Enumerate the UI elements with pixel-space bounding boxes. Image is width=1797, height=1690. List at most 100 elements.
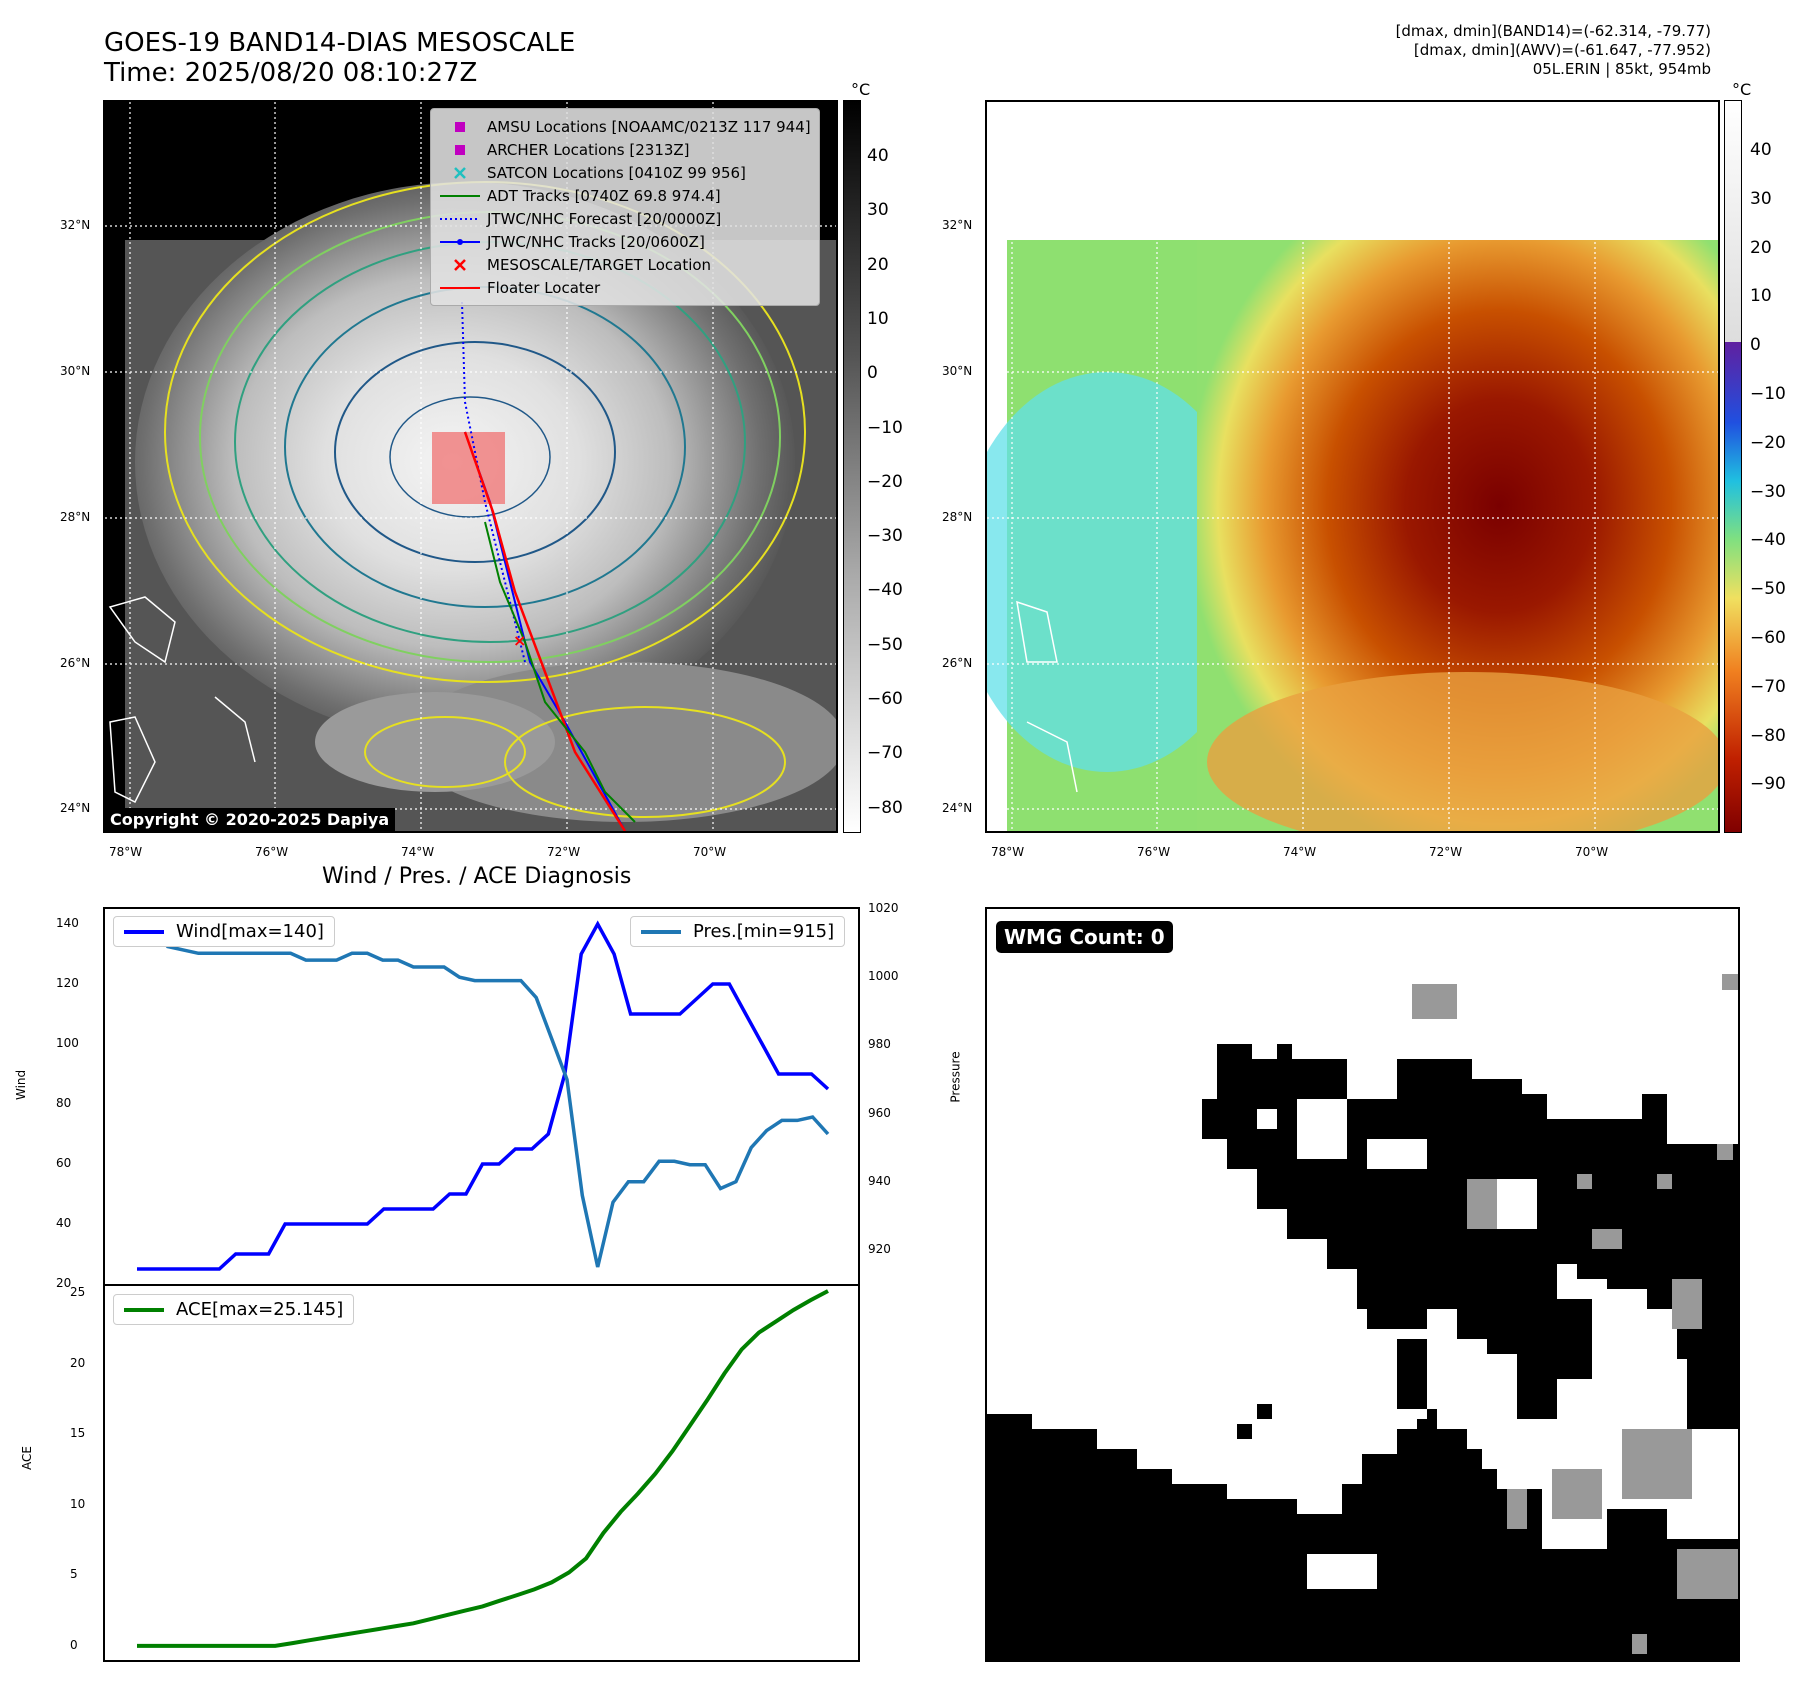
lon-tick-72: 72°W: [547, 845, 581, 859]
colorbar-tick: −20: [867, 471, 903, 492]
series-line: [137, 924, 830, 1268]
colorbar-tick: −30: [867, 526, 903, 547]
legend-item-amsu: AMSU Locations [NOAAMC/0213Z 117 944]: [439, 115, 811, 138]
lon-tick-72-right: 72°W: [1429, 845, 1463, 859]
copyright-label: Copyright © 2020-2025 Dapiya: [104, 808, 396, 831]
legend-item-forecast: JTWC/NHC Forecast [20/0000Z]: [439, 207, 811, 230]
lon-tick-76-right: 76°W: [1137, 845, 1171, 859]
colorbar-tick: −70: [867, 743, 903, 764]
wind-axis-label: Wind: [14, 1069, 28, 1100]
colorbar-tick: −10: [1750, 384, 1786, 404]
y-tick-label: 960: [868, 1105, 891, 1120]
y-tick-label: 20: [70, 1355, 86, 1370]
legend-item-satcon: SATCON Locations [0410Z 99 956]: [439, 161, 811, 184]
lat-tick-28: 28°N: [60, 510, 91, 524]
y-tick-label: 1020: [868, 901, 899, 915]
map-legend: AMSU Locations [NOAAMC/0213Z 117 944] AR…: [430, 108, 820, 306]
y-tick-label: 980: [868, 1037, 891, 1052]
lon-tick-74: 74°W: [401, 845, 435, 859]
colorbar-tick: −50: [867, 634, 903, 655]
colorbar-tick: −40: [1750, 530, 1786, 551]
y-tick-label: 940: [868, 1173, 891, 1188]
gray-colorbar: [843, 100, 861, 833]
lat-tick-24-right: 24°N: [942, 801, 973, 815]
legend-item-archer: ARCHER Locations [2313Z]: [439, 138, 811, 161]
info-line-1: [dmax, dmin](BAND14)=(-62.314, -79.77): [1395, 22, 1711, 40]
svg-text:×: ×: [513, 631, 526, 650]
pressure-axis-label: Pressure: [948, 1051, 963, 1103]
lon-tick-76: 76°W: [255, 845, 289, 859]
wind-pressure-panel: [103, 907, 860, 1286]
y-tick-label: 100: [56, 1036, 79, 1050]
colorbar-tick: −60: [1750, 628, 1786, 648]
ace-legend-line: [124, 1307, 164, 1312]
colorbar-tick: −30: [1750, 481, 1786, 502]
colorbar-tick: −10: [867, 417, 903, 438]
awv-map-image: [987, 102, 1718, 831]
info-block: [dmax, dmin](BAND14)=(-62.314, -79.77) […: [1396, 22, 1711, 79]
lat-tick-32-right: 32°N: [942, 218, 973, 232]
colorbar-tick: 20: [1750, 237, 1772, 258]
lat-tick-30: 30°N: [60, 364, 91, 378]
y-tick-label: 920: [868, 1241, 891, 1256]
y-tick-label: 1000: [868, 969, 899, 984]
awv-map-panel: [985, 100, 1720, 833]
diag-title: Wind / Pres. / ACE Diagnosis: [322, 864, 632, 889]
legend-item-mesoscale: MESOSCALE/TARGET Location: [439, 253, 811, 276]
colorbar-tick: 0: [867, 363, 878, 384]
red-x-icon: [439, 258, 481, 271]
y-tick-label: 10: [70, 1496, 86, 1511]
lat-tick-24: 24°N: [60, 801, 91, 815]
colorbar-tick: −90: [1750, 774, 1786, 795]
lon-tick-78-right: 78°W: [991, 845, 1025, 859]
ace-axis-label: ACE: [20, 1446, 34, 1470]
colorbar-tick: 40: [1750, 140, 1772, 160]
wind-legend-line: [124, 929, 164, 934]
lon-tick-74-right: 74°W: [1283, 845, 1317, 859]
wmg-panel: [985, 907, 1740, 1662]
y-tick-label: 25: [70, 1285, 86, 1300]
legend-item-adt: ADT Tracks [0740Z 69.8 974.4]: [439, 184, 811, 207]
magenta-square-icon: [439, 144, 481, 155]
lon-tick-70: 70°W: [693, 845, 727, 859]
color-colorbar: [1724, 100, 1742, 833]
figure-title-2: Time: 2025/08/20 08:10:27Z: [104, 58, 478, 88]
green-line-icon: [439, 193, 481, 199]
red-line-icon: [439, 285, 481, 291]
series-line: [137, 920, 830, 1271]
y-tick-label: 0: [70, 1637, 78, 1652]
colorbar-tick: 30: [1750, 188, 1772, 209]
info-line-3: 05L.ERIN | 85kt, 954mb: [1532, 60, 1711, 78]
wind-pressure-plot: [137, 920, 830, 1271]
colorbar-tick: 10: [1750, 286, 1772, 307]
color-colorbar-unit: °C: [1732, 80, 1752, 99]
ace-panel: [103, 1284, 860, 1662]
wmg-count-badge: WMG Count: 0: [996, 921, 1173, 953]
pressure-legend: Pres.[min=915]: [630, 916, 846, 947]
colorbar-tick: −40: [867, 580, 903, 601]
colorbar-tick: 0: [1750, 335, 1761, 356]
blue-dot-line-icon: [439, 238, 481, 246]
colorbar-tick: 30: [867, 200, 889, 221]
wind-legend: Wind[max=140]: [113, 916, 335, 947]
y-tick-label: 80: [56, 1096, 72, 1110]
pressure-legend-line: [641, 929, 681, 934]
figure-title-1: GOES-19 BAND14-DIAS MESOSCALE: [104, 28, 576, 58]
colorbar-tick: 20: [867, 254, 889, 275]
lat-tick-32: 32°N: [60, 218, 91, 232]
colorbar-tick: −80: [867, 797, 903, 818]
colorbar-tick: −70: [1750, 676, 1786, 697]
colorbar-tick: 10: [867, 308, 889, 329]
blue-dotted-line-icon: [439, 216, 481, 222]
lat-tick-26-right: 26°N: [942, 656, 973, 670]
y-tick-label: 5: [70, 1567, 78, 1582]
series-line: [137, 1289, 829, 1648]
legend-item-floater: Floater Locater: [439, 276, 811, 299]
y-tick-label: 120: [56, 976, 79, 990]
colorbar-tick: −60: [867, 689, 903, 709]
magenta-square-icon: [439, 121, 481, 132]
wmg-image: [987, 974, 1738, 1660]
info-line-2: [dmax, dmin](AWV)=(-61.647, -77.952): [1413, 41, 1711, 59]
lat-tick-26: 26°N: [60, 656, 91, 670]
y-tick-label: 15: [70, 1426, 86, 1441]
